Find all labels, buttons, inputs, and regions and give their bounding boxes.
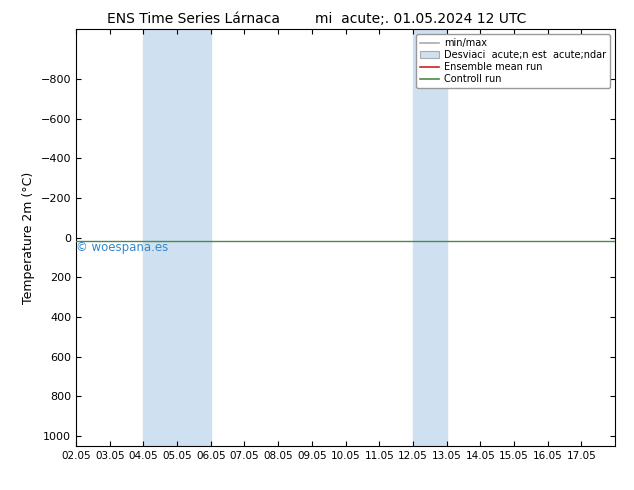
Bar [143,29,210,446]
Y-axis label: Temperature 2m (°C): Temperature 2m (°C) [22,172,35,304]
Text: ENS Time Series Lárnaca        mi  acute;. 01.05.2024 12 UTC: ENS Time Series Lárnaca mi acute;. 01.05… [107,12,527,26]
Legend: min/max, Desviaci  acute;n est  acute;ndar, Ensemble mean run, Controll run: min/max, Desviaci acute;n est acute;ndar… [416,34,610,88]
Text: © woespana.es: © woespana.es [77,241,169,254]
Bar [413,29,446,446]
